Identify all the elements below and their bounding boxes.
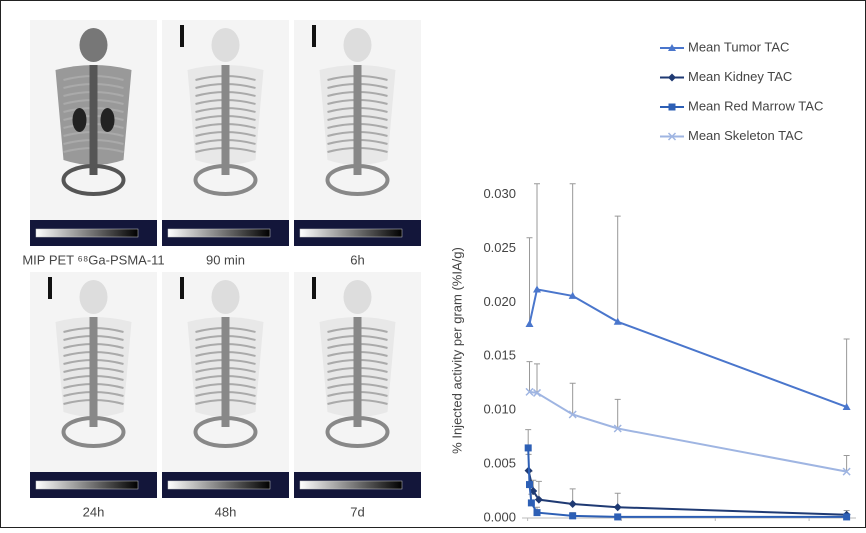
head bbox=[80, 280, 108, 314]
marker bbox=[614, 513, 621, 520]
marker bbox=[525, 444, 532, 451]
spine bbox=[90, 65, 98, 175]
marker bbox=[534, 509, 541, 516]
panel-label: 24h bbox=[83, 504, 105, 519]
figure: MIP PET ⁶⁸Ga-PSMA-11 90 min 6h 24h 48h 7d 0.0… bbox=[0, 0, 866, 528]
y-tick-label: 0.020 bbox=[483, 294, 516, 309]
colorbar bbox=[300, 229, 402, 237]
colorbar bbox=[36, 229, 138, 237]
y-tick-label: 0.030 bbox=[483, 186, 516, 201]
colorbar bbox=[168, 229, 270, 237]
y-tick-label: 0.010 bbox=[483, 402, 516, 417]
spine bbox=[354, 65, 362, 175]
marker bbox=[180, 25, 184, 47]
legend-label: Mean Red Marrow TAC bbox=[688, 98, 823, 113]
y-tick-label: 0.000 bbox=[483, 509, 516, 524]
y-tick-label: 0.015 bbox=[483, 348, 516, 363]
legend-label: Mean Tumor TAC bbox=[688, 39, 789, 54]
spine bbox=[90, 317, 98, 427]
head bbox=[344, 280, 372, 314]
head bbox=[212, 28, 240, 62]
pet-image: MIP PET ⁶⁸Ga-PSMA-11 bbox=[22, 20, 164, 267]
colorbar bbox=[300, 481, 402, 489]
pet-image: 48h bbox=[162, 272, 289, 519]
colorbar bbox=[168, 481, 270, 489]
panel-label: 7d bbox=[350, 504, 364, 519]
head bbox=[80, 28, 108, 62]
marker bbox=[48, 277, 52, 299]
kidney bbox=[101, 108, 115, 132]
colorbar bbox=[36, 481, 138, 489]
marker bbox=[180, 277, 184, 299]
panel-label: 6h bbox=[350, 252, 364, 267]
pet-image: 7d bbox=[294, 272, 421, 519]
kidney bbox=[73, 108, 87, 132]
pet-image: 90 min bbox=[162, 20, 289, 267]
marker bbox=[528, 499, 535, 506]
y-tick-label: 0.025 bbox=[483, 240, 516, 255]
marker bbox=[843, 513, 850, 520]
y-tick-label: 0.005 bbox=[483, 456, 516, 471]
marker bbox=[312, 25, 316, 47]
legend-label: Mean Kidney TAC bbox=[688, 69, 792, 84]
legend-label: Mean Skeleton TAC bbox=[688, 128, 803, 143]
y-axis-label: % Injected activity per gram (%IA/g) bbox=[449, 247, 464, 454]
panel-label: MIP PET ⁶⁸Ga-PSMA-11 bbox=[22, 252, 164, 267]
spine bbox=[222, 65, 230, 175]
pet-image: 24h bbox=[30, 272, 157, 519]
head bbox=[344, 28, 372, 62]
panel-label: 48h bbox=[215, 504, 237, 519]
panel-label: 90 min bbox=[206, 252, 245, 267]
spine bbox=[354, 317, 362, 427]
marker bbox=[526, 481, 533, 488]
legend-marker bbox=[669, 104, 676, 111]
head bbox=[212, 280, 240, 314]
marker bbox=[569, 512, 576, 519]
spine bbox=[222, 317, 230, 427]
marker bbox=[312, 277, 316, 299]
pet-image: 6h bbox=[294, 20, 421, 267]
